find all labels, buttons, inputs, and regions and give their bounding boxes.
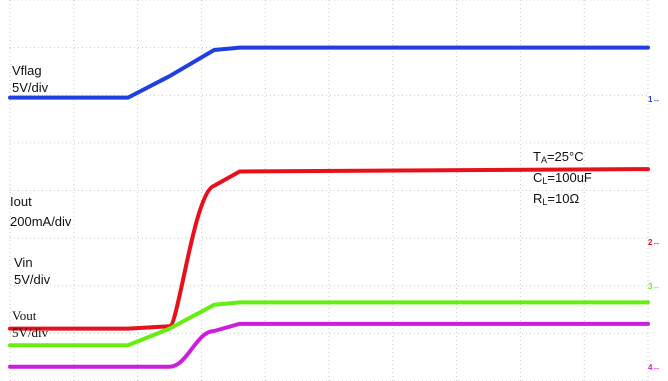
channel-3-marker: 3↔ bbox=[648, 282, 661, 291]
traces bbox=[8, 45, 650, 369]
iout-scale: 200mA/div bbox=[10, 214, 72, 229]
vout-label: Vout 5V/div bbox=[12, 307, 48, 341]
trace-vout bbox=[8, 321, 650, 369]
condition-cl: CL=100uF bbox=[533, 170, 592, 186]
trace-vin bbox=[8, 300, 650, 348]
condition-rl: RL=10Ω bbox=[533, 191, 580, 207]
vflag-scale: 5V/div bbox=[12, 80, 49, 95]
trace-vflag bbox=[8, 45, 650, 100]
vin-label: Vin 5V/div bbox=[14, 254, 50, 288]
test-conditions: TA=25°C CL=100uF RL=10Ω bbox=[533, 148, 592, 211]
condition-ta: TA=25°C bbox=[533, 149, 584, 165]
trace-iout bbox=[8, 167, 650, 331]
vflag-label: Vflag 5V/div bbox=[12, 62, 48, 96]
channel-2-marker: 2↔ bbox=[648, 238, 661, 247]
vflag-name: Vflag bbox=[12, 63, 42, 78]
iout-label: Iout 200mA/div bbox=[10, 193, 71, 230]
channel-4-marker: 4↔ bbox=[648, 363, 661, 372]
channel-1-marker: 1↔ bbox=[648, 95, 661, 104]
vout-scale: 5V/div bbox=[12, 325, 49, 340]
vout-name: Vout bbox=[12, 308, 37, 323]
vin-name: Vin bbox=[14, 255, 33, 270]
vin-scale: 5V/div bbox=[14, 272, 51, 287]
iout-name: Iout bbox=[10, 194, 32, 209]
